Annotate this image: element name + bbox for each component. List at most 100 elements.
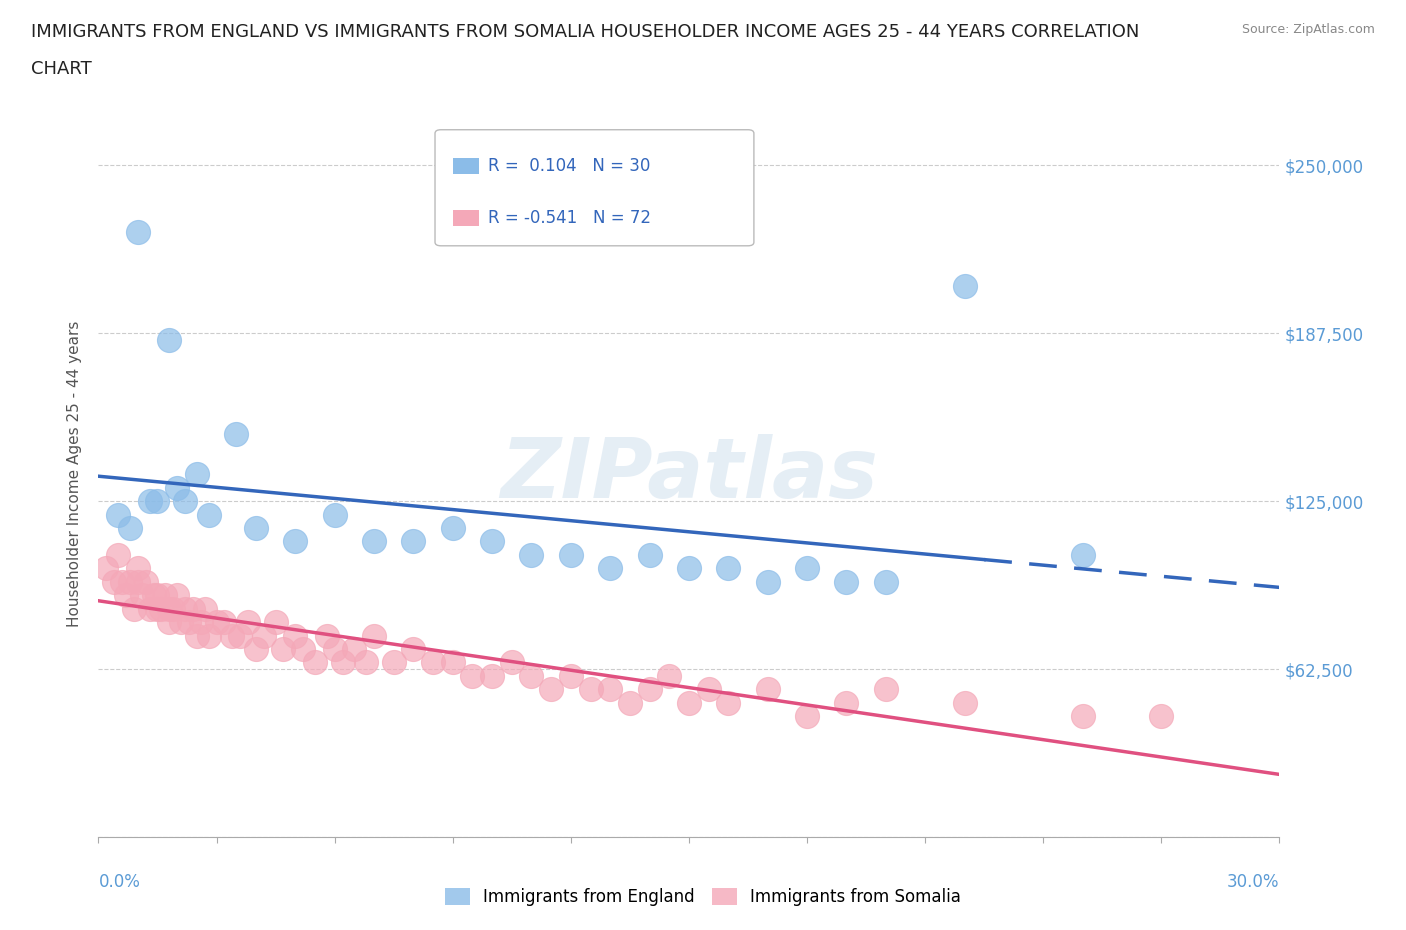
Point (197, 628, 219, 643)
Point (560, 669, 582, 684)
Point (697, 682, 720, 697)
Point (481, 669, 503, 684)
Point (354, 655, 377, 670)
Point (678, 696, 700, 711)
Text: R = -0.541   N = 72: R = -0.541 N = 72 (488, 209, 651, 227)
Point (875, 682, 897, 697)
Point (166, 588, 188, 603)
Point (292, 642, 315, 657)
Text: IMMIGRANTS FROM ENGLAND VS IMMIGRANTS FROM SOMALIA HOUSEHOLDER INCOME AGES 25 - : IMMIGRANTS FROM ENGLAND VS IMMIGRANTS FR… (31, 23, 1139, 41)
Point (540, 682, 562, 697)
Legend: Immigrants from England, Immigrants from Somalia: Immigrants from England, Immigrants from… (439, 881, 967, 912)
Point (236, 615, 259, 630)
Point (118, 575, 141, 590)
Text: R =  0.104   N = 30: R = 0.104 N = 30 (488, 157, 651, 175)
Point (127, 225, 149, 240)
Point (1071, 709, 1094, 724)
Point (481, 534, 503, 549)
Point (638, 682, 661, 697)
Point (619, 696, 641, 711)
Point (520, 669, 543, 684)
Point (422, 655, 444, 670)
Point (157, 601, 180, 616)
Point (229, 628, 252, 643)
Point (315, 628, 337, 643)
Point (658, 669, 681, 684)
Point (343, 642, 366, 657)
Text: 30.0%: 30.0% (1227, 873, 1279, 891)
Point (146, 494, 169, 509)
Point (756, 682, 779, 697)
Point (135, 575, 157, 590)
Point (162, 601, 184, 616)
Point (796, 561, 818, 576)
Point (284, 534, 307, 549)
Point (599, 561, 621, 576)
Point (245, 521, 267, 536)
FancyBboxPatch shape (434, 130, 754, 246)
Point (599, 682, 621, 697)
Point (579, 682, 602, 697)
Y-axis label: Householder Income Ages 25 - 44 years: Householder Income Ages 25 - 44 years (67, 321, 83, 628)
Point (461, 669, 484, 684)
Point (157, 615, 180, 630)
Point (127, 561, 149, 576)
Point (273, 642, 295, 657)
Point (323, 507, 346, 522)
Point (835, 696, 858, 711)
Point (953, 696, 976, 711)
Point (402, 642, 425, 657)
Point (146, 588, 169, 603)
Point (796, 709, 818, 724)
Point (170, 615, 193, 630)
Point (253, 628, 276, 643)
Point (138, 494, 160, 509)
Point (174, 601, 197, 616)
Point (177, 615, 200, 630)
Point (382, 655, 405, 670)
Point (363, 534, 385, 549)
Point (441, 655, 464, 670)
Point (186, 467, 208, 482)
Point (363, 628, 385, 643)
Point (953, 279, 976, 294)
Point (441, 521, 464, 536)
Point (332, 655, 354, 670)
Point (323, 642, 346, 657)
Point (142, 588, 165, 603)
Point (678, 561, 700, 576)
Point (155, 588, 177, 603)
Point (560, 548, 582, 563)
Point (264, 615, 287, 630)
Point (186, 628, 208, 643)
Point (835, 575, 858, 590)
Point (875, 575, 897, 590)
Point (214, 615, 236, 630)
Point (96, 561, 118, 576)
Point (197, 507, 219, 522)
Point (122, 601, 145, 616)
Point (717, 561, 740, 576)
Point (146, 601, 169, 616)
Point (225, 427, 247, 442)
Point (520, 548, 543, 563)
Point (131, 588, 153, 603)
Point (638, 548, 661, 563)
Point (205, 615, 228, 630)
Point (107, 548, 129, 563)
Point (166, 480, 188, 495)
Point (150, 601, 173, 616)
Point (221, 628, 243, 643)
Point (194, 601, 217, 616)
FancyBboxPatch shape (453, 210, 478, 226)
Point (717, 696, 740, 711)
Point (190, 615, 212, 630)
Point (756, 575, 779, 590)
Point (118, 521, 141, 536)
Point (138, 601, 160, 616)
Point (174, 494, 197, 509)
Point (157, 333, 180, 348)
Point (115, 588, 138, 603)
Text: ZIPatlas: ZIPatlas (501, 433, 877, 515)
Point (402, 534, 425, 549)
